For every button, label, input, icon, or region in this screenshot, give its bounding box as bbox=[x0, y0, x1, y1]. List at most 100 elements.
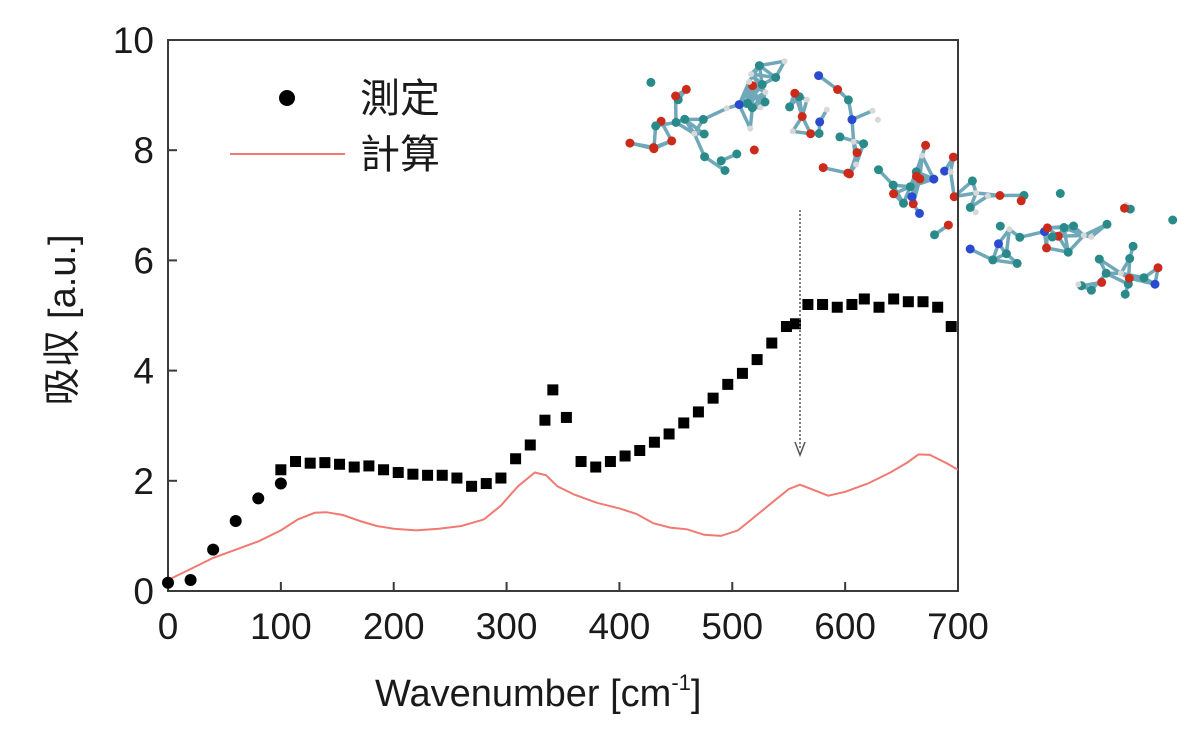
measured-point-square bbox=[547, 384, 559, 396]
molecule-atom bbox=[815, 117, 825, 127]
measured-point-square bbox=[480, 478, 492, 490]
molecule-atom bbox=[967, 176, 977, 186]
molecule-atom bbox=[671, 91, 681, 101]
y-tick-label-6: 6 bbox=[133, 240, 154, 281]
molecule-atom bbox=[1150, 279, 1160, 289]
molecule-atom bbox=[889, 189, 899, 199]
molecule-atom bbox=[1101, 268, 1111, 278]
molecule-atom bbox=[899, 198, 908, 208]
measured-point-square bbox=[436, 469, 448, 481]
molecule-atom bbox=[1063, 247, 1073, 257]
molecule-atom bbox=[760, 97, 770, 107]
molecule-atom bbox=[771, 73, 781, 82]
x-tick-label-300: 300 bbox=[476, 606, 538, 647]
measured-point-square bbox=[604, 456, 616, 468]
molecule-atom bbox=[667, 136, 677, 146]
molecule-atom bbox=[940, 166, 950, 176]
molecule-atom bbox=[803, 96, 810, 103]
measured-point-square bbox=[817, 298, 829, 310]
molecule-atom bbox=[1120, 289, 1130, 299]
measured-point-square bbox=[707, 392, 719, 404]
molecule-atom bbox=[905, 182, 915, 192]
molecule-atom bbox=[720, 166, 730, 175]
measured-point-square bbox=[378, 464, 390, 476]
measured-point-circle bbox=[184, 573, 197, 586]
measured-point-square bbox=[407, 468, 419, 480]
molecule-atom bbox=[680, 114, 690, 124]
legend-marker-measured bbox=[279, 90, 295, 106]
measured-point-square bbox=[678, 417, 690, 429]
molecule-atom bbox=[806, 129, 816, 139]
molecule-atom bbox=[1153, 263, 1163, 273]
x-tick-label-500: 500 bbox=[701, 606, 763, 647]
molecule-atom bbox=[700, 152, 710, 162]
molecule-atom bbox=[912, 171, 921, 181]
molecule-atom bbox=[743, 98, 752, 108]
measured-point-square bbox=[648, 436, 660, 448]
calculated-line bbox=[167, 453, 959, 581]
measured-point-square bbox=[802, 298, 814, 310]
molecule-atom bbox=[754, 61, 764, 71]
molecule-atom bbox=[789, 128, 796, 135]
molecule-atom bbox=[921, 140, 931, 150]
molecule-atom bbox=[1097, 277, 1107, 287]
molecule-atom bbox=[833, 85, 843, 94]
molecule-atom bbox=[651, 121, 661, 131]
molecule-atom bbox=[843, 95, 853, 105]
molecule-atom bbox=[698, 114, 708, 124]
measured-point-square bbox=[510, 453, 522, 465]
measured-point-square bbox=[858, 293, 870, 305]
molecule-atom bbox=[757, 104, 764, 111]
molecule-atom bbox=[748, 71, 755, 78]
molecule-atom bbox=[649, 144, 659, 154]
measured-point-square bbox=[692, 406, 704, 418]
molecule-atom bbox=[818, 163, 828, 173]
measured-point-square bbox=[873, 301, 885, 313]
measured-point-square bbox=[902, 296, 914, 308]
x-tick-label-400: 400 bbox=[589, 606, 651, 647]
measured-point-square bbox=[780, 321, 792, 333]
molecule-atom bbox=[681, 84, 691, 94]
x-tick-label-700: 700 bbox=[927, 606, 989, 647]
molecule-atom bbox=[1120, 203, 1129, 213]
molecule-atom bbox=[930, 230, 939, 240]
molecule-atom bbox=[908, 199, 918, 209]
molecule-atom bbox=[965, 202, 975, 212]
measured-point-square bbox=[290, 456, 302, 468]
measured-point-circle bbox=[229, 515, 242, 528]
plot-frame bbox=[167, 39, 959, 592]
measured-point-square bbox=[466, 480, 478, 492]
measured-point-square bbox=[422, 469, 434, 481]
molecule-atom bbox=[907, 192, 917, 202]
molecule-atom bbox=[847, 115, 857, 125]
series-calculated bbox=[167, 453, 959, 581]
measured-point-circle bbox=[207, 543, 220, 556]
molecule-atom bbox=[915, 208, 924, 218]
molecule-atom bbox=[1055, 189, 1065, 198]
molecule-atom bbox=[1080, 232, 1087, 239]
molecule-atom bbox=[1075, 281, 1082, 288]
molecule-atom bbox=[732, 149, 742, 159]
molecule-atoms bbox=[625, 58, 1178, 299]
molecule-atom bbox=[814, 129, 824, 138]
molecule-atom bbox=[691, 130, 698, 137]
molecule-atom bbox=[1128, 241, 1138, 251]
measured-point-square bbox=[575, 456, 587, 468]
measured-point-square bbox=[888, 293, 900, 305]
measured-point-square bbox=[392, 467, 404, 479]
y-tick-label-8: 8 bbox=[133, 130, 154, 171]
molecule-atom bbox=[785, 102, 795, 112]
molecule-atom bbox=[1124, 273, 1134, 283]
molecule-atom bbox=[919, 152, 925, 159]
measured-point-square bbox=[560, 411, 572, 423]
y-axis-label: 吸収 [a.u.] bbox=[42, 234, 84, 405]
molecule-atom bbox=[972, 209, 979, 216]
measured-point-square bbox=[831, 301, 843, 313]
molecule-atom bbox=[984, 193, 991, 199]
measured-point-square bbox=[348, 461, 360, 473]
molecule-atom bbox=[869, 107, 876, 114]
measured-point-square bbox=[539, 414, 551, 426]
measured-point-square bbox=[945, 321, 957, 333]
molecule-atom bbox=[1042, 223, 1052, 233]
molecule-atom bbox=[1168, 215, 1178, 225]
